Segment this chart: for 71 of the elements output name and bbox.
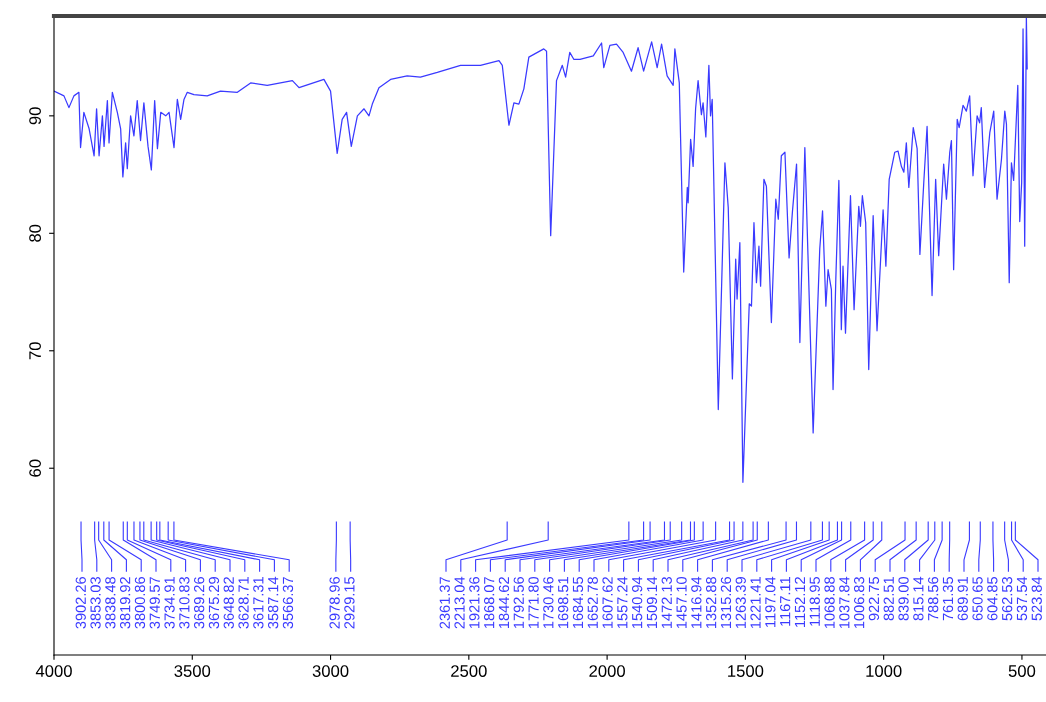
annotation: 3734.91 [164,577,175,629]
annotation: 1868.07 [483,577,495,628]
annotation: 562.53 [1001,577,1013,621]
annotation: 1730.46 [543,577,554,628]
annotation: 3853.03 [90,577,101,629]
annotation: 1152.12 [794,577,806,627]
annotation: 815.14 [913,576,924,621]
annotation: 3710.83 [179,577,190,629]
annotation: 3628.71 [238,577,249,629]
annotation: 1352.88 [705,577,717,628]
annotation: 1684.55 [572,577,584,628]
x-tick-label: 1000 [866,665,902,677]
annotation: 1607.62 [602,577,613,628]
annotation: 761.35 [942,577,954,621]
annotation: 3617.31 [253,577,264,629]
annotation: 3749.57 [149,577,160,629]
annotation: 1771.80 [528,576,539,628]
annotation: 1698.51 [557,577,569,628]
y-tick-label: 80 [29,224,41,242]
x-tick-label: 3500 [174,665,211,677]
annotation: 3689.26 [193,577,205,629]
annotation: 523.84 [1031,576,1042,621]
annotation: 1557.24 [617,576,628,628]
annotation: 1472.13 [661,577,672,628]
annotation: 1118.95 [809,577,820,626]
annotation: 3587.14 [267,576,279,629]
annotation: 650.65 [972,577,983,621]
annotation: 1416.94 [691,576,702,628]
annotation: 1509.14 [646,576,658,628]
annotation: 2213.04 [454,576,465,629]
annotation: 3902.26 [75,577,86,629]
annotation: 1457.10 [676,576,687,628]
annotation: 1167.11 [779,577,791,626]
y-tick-label: 70 [29,342,41,360]
annotation: 2361.37 [439,577,450,629]
annotation: 839.00 [898,576,909,621]
annotation: 2978.96 [329,577,340,629]
annotation: 1792.56 [513,577,524,628]
x-tick-label: 4000 [35,665,72,677]
annotation: 1540.94 [631,576,643,628]
line-series [54,16,1028,483]
annotation: 1068.88 [824,577,835,628]
annotation: 3675.29 [208,577,220,629]
annotation: 1037.84 [839,576,850,628]
annotation: 1315.26 [720,577,732,628]
x-tick-label: 500 [1008,665,1036,677]
annotation: 3838.48 [105,577,116,629]
y-tick-label: 60 [29,459,41,477]
x-tick-label: 3000 [312,665,349,677]
annotation: 537.54 [1016,576,1028,621]
annotation: 788.56 [927,577,939,621]
annotation: 3566.37 [282,577,294,629]
annotation: 882.51 [883,577,894,621]
annotation: 1652.78 [587,577,598,628]
annotation: 3819.92 [119,577,131,629]
x-tick-label: 2000 [589,665,625,677]
annotation: 3648.82 [223,577,234,629]
annotation: 922.75 [868,577,880,621]
annotation: 1921.36 [469,577,480,628]
annotation: 1263.39 [735,577,746,628]
annotation: 1006.83 [853,577,865,628]
annotation: 2929.15 [344,577,355,629]
annotation: 604.85 [987,577,998,621]
y-tick-label: 90 [29,107,41,125]
x-tick-label: 1500 [728,665,764,677]
annotation: 1221.41 [750,577,761,628]
x-tick-label: 2500 [451,665,487,677]
annotation: 3800.86 [134,577,146,629]
annotation: 1197.04 [765,576,776,627]
annotation: 1844.62 [498,577,510,628]
annotation: 689.91 [957,577,968,621]
